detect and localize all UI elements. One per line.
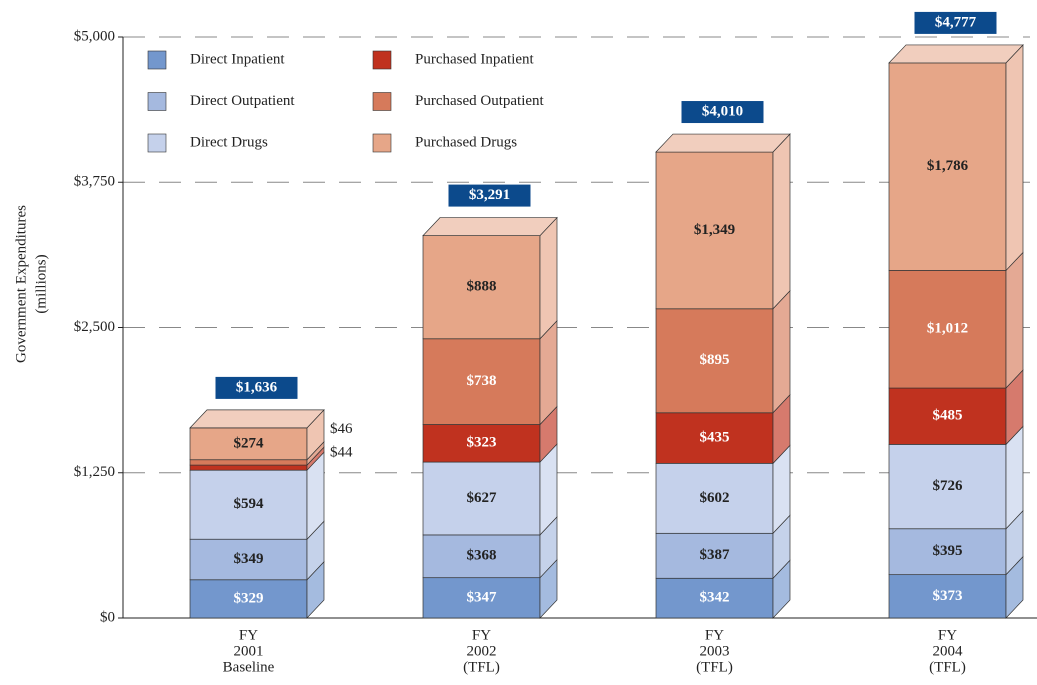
value-label: $329 xyxy=(234,590,264,606)
total-box xyxy=(448,184,531,207)
value-label: $395 xyxy=(933,543,963,559)
total-box xyxy=(914,11,997,34)
y-tick-label: $0 xyxy=(100,609,115,625)
y-tick-label: $1,250 xyxy=(74,464,115,480)
bar-side xyxy=(1005,44,1024,272)
value-label: $373 xyxy=(933,588,963,604)
x-tick-label: 2001 xyxy=(234,643,264,659)
value-label: $342 xyxy=(700,590,730,606)
legend-swatch xyxy=(372,92,392,111)
legend-label: Purchased Outpatient xyxy=(415,93,545,109)
bar-top xyxy=(422,217,558,236)
value-label: $44 xyxy=(330,445,353,461)
legend-label: Purchased Drugs xyxy=(415,134,517,150)
bar-top xyxy=(189,409,325,429)
y-tick-label: $2,500 xyxy=(74,319,115,335)
bar-segment xyxy=(189,538,308,581)
bar-segment xyxy=(888,62,1007,271)
legend-swatch xyxy=(372,50,392,70)
x-tick-label: FY xyxy=(472,627,491,643)
value-label: $347 xyxy=(467,589,498,605)
value-label: $1,012 xyxy=(927,321,968,337)
bar-segment xyxy=(189,427,308,461)
y-tick-label: $5,000 xyxy=(74,28,115,44)
bar-top xyxy=(888,44,1024,64)
total-label: $3,291 xyxy=(469,187,510,203)
bar-segment xyxy=(888,270,1007,389)
bar-segment xyxy=(655,412,774,464)
bar-segment xyxy=(655,532,774,579)
bar-segment xyxy=(422,235,541,340)
legend-swatch xyxy=(147,92,167,111)
value-label: $726 xyxy=(933,478,964,494)
value-label: $895 xyxy=(700,352,730,368)
x-tick-label: (TFL) xyxy=(929,659,966,675)
total-box xyxy=(215,376,298,399)
bar-segment xyxy=(888,444,1007,530)
value-label: $349 xyxy=(234,551,264,567)
y-axis-label: Government Expenditures xyxy=(13,205,29,363)
value-label: $435 xyxy=(700,430,730,446)
value-label: $323 xyxy=(467,435,497,451)
value-label: $627 xyxy=(467,490,498,506)
value-label: $594 xyxy=(234,496,265,512)
legend-label: Purchased Inpatient xyxy=(415,51,535,67)
legend-label: Direct Inpatient xyxy=(190,51,285,67)
value-label: $1,349 xyxy=(694,222,735,238)
value-label: $602 xyxy=(700,490,730,506)
legend-swatch xyxy=(372,133,392,153)
bar-segment xyxy=(189,469,308,540)
bar-side xyxy=(772,133,791,310)
bar-segment xyxy=(655,308,774,414)
bar-side xyxy=(539,216,558,340)
legend-label: Direct Drugs xyxy=(190,134,268,150)
legend-swatch xyxy=(147,50,167,70)
x-tick-label: FY xyxy=(705,627,724,643)
total-label: $4,010 xyxy=(702,103,743,119)
bar-segment xyxy=(422,534,541,579)
value-label: $1,786 xyxy=(927,158,969,174)
legend-swatch xyxy=(147,133,167,153)
x-tick-label: FY xyxy=(938,627,957,643)
y-axis-label: (millions) xyxy=(33,254,49,313)
bar-segment xyxy=(189,464,308,471)
y-tick-label: $3,750 xyxy=(74,174,115,190)
bar-segment xyxy=(655,462,774,534)
total-box xyxy=(681,101,764,124)
x-tick-label: 2004 xyxy=(933,643,964,659)
value-label: $368 xyxy=(467,548,497,564)
x-tick-label: Baseline xyxy=(223,659,275,675)
legend-label: Direct Outpatient xyxy=(190,93,295,109)
total-label: $4,777 xyxy=(935,14,977,30)
bar-segment xyxy=(189,459,308,466)
x-tick-label: (TFL) xyxy=(696,659,733,675)
value-label: $46 xyxy=(330,421,353,437)
value-label: $387 xyxy=(700,547,731,563)
value-label: $485 xyxy=(933,408,963,424)
bar-segment xyxy=(422,424,541,463)
bar-side xyxy=(772,289,791,414)
value-label: $888 xyxy=(467,279,497,295)
value-label: $738 xyxy=(467,373,497,389)
bar-segment xyxy=(888,387,1007,445)
x-tick-label: FY xyxy=(239,627,258,643)
total-label: $1,636 xyxy=(236,379,278,395)
bar-segment xyxy=(422,577,541,619)
x-tick-label: 2003 xyxy=(700,643,730,659)
value-label: $274 xyxy=(234,435,265,451)
x-tick-label: (TFL) xyxy=(463,659,500,675)
bar-top xyxy=(655,133,791,153)
bar-segment xyxy=(888,574,1007,619)
bar-side xyxy=(1005,251,1024,389)
x-tick-label: 2002 xyxy=(467,643,497,659)
